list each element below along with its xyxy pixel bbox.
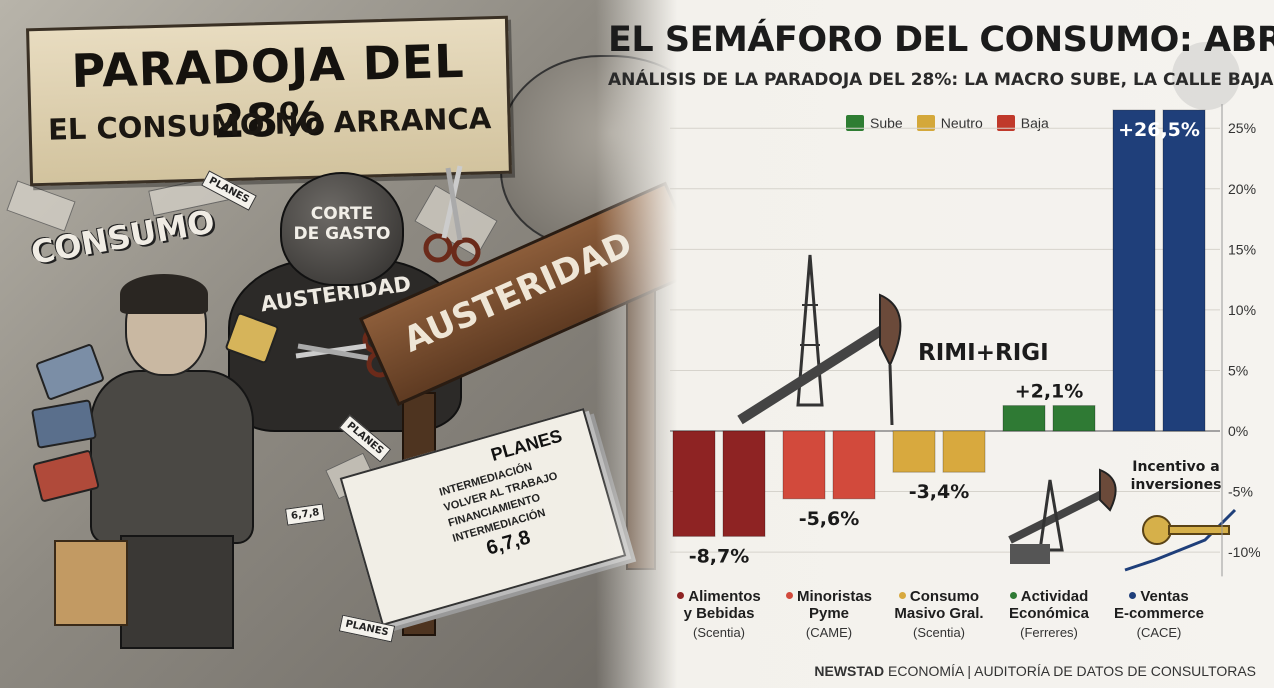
legend-swatch [846,115,864,131]
legend-swatch [916,115,935,131]
incentive-line1: Incentivo a [1132,459,1220,475]
category-label-line: Consumo [909,588,980,605]
legend-item-neutro: Neutro [916,113,983,133]
page-title: EL SEMÁFORO DEL CONSUMO: ABRIL 2026 [608,20,1274,60]
category-label-line: Alimentos [688,588,761,605]
y-tick-label: -5% [1228,484,1253,500]
footer-section: ECONOMÍA [888,663,964,679]
annotation-incentive: Incentivo a inversiones [1118,458,1234,494]
category-label-line: Masivo Gral. [894,605,984,622]
chart-legend: Sube Neutro Baja [846,113,1049,133]
y-tick-label: 15% [1228,241,1256,257]
bar [782,430,826,500]
scissors-icon [423,165,481,267]
category-dot [677,592,685,599]
planes-documents: PLANES INTERMEDIACIÓN VOLVER AL TRABAJO … [339,407,627,627]
data-label: -3,4% [909,481,970,503]
consumer-coat [90,370,254,544]
chart-panel [596,0,1274,688]
category-source: (CAME) [805,625,853,640]
y-tick-label: 20% [1228,181,1256,197]
data-label: +26,5% [1118,119,1200,141]
bar-chart: -8,7% -5,6% -3,4% +2,1% +26,5% -10% -5% 0% 5% 10… [670,104,1260,577]
category-label: Minoristas Pyme (CAME) [770,588,888,641]
category-label-line: Pyme [808,605,850,622]
watermark-badge [1172,42,1240,110]
bars-layer [672,109,1206,537]
category-dot [898,592,906,599]
y-tick-label: 5% [1228,362,1248,378]
footer: NEWSTAD ECONOMÍA | AUDITORÍA DE DATOS DE… [608,663,1256,679]
category-source: (CACE) [1136,625,1182,640]
bar [722,430,766,537]
editorial-illustration: PARADOJA DEL 28% EL CONSUMO NO ARRANCA C… [0,0,680,688]
bar [1112,109,1156,432]
legend-swatch [996,115,1015,131]
category-source: (Scentia) [912,625,966,640]
flyer: 6,7,8 [285,503,326,526]
rubble-chunk [6,180,76,232]
page-subtitle: ANÁLISIS DE LA PARADOJA DEL 28%: LA MACR… [608,70,1274,90]
austerity-figure-head: CORTE DE GASTO [280,172,404,286]
y-axis: -10% -5% 0% 5% 10% 15% 20% 25% [1221,104,1260,577]
category-dot [1009,592,1017,599]
category-label: Actividad Económica (Ferreres) [990,588,1108,641]
category-label-line: Económica [1008,605,1090,622]
bar [672,430,716,537]
austerity-figure-head-text: CORTE DE GASTO [282,204,402,244]
bar [892,430,936,473]
category-label: Ventas E-commerce (CACE) [1100,588,1218,641]
bar [942,430,986,473]
legend-item-sube: Sube [846,113,903,133]
footer-brand: NEWSTAD [814,663,885,679]
category-label: Consumo Masivo Gral. (Scentia) [880,588,998,641]
category-label: Alimentos y Bebidas (Scentia) [660,588,778,641]
head-text-line2: DE GASTO [293,224,391,244]
footer-note: AUDITORÍA DE DATOS DE CONSULTORAS [974,663,1256,679]
category-label-line: Ventas [1140,588,1189,605]
consumer-hair [120,274,208,314]
legend-item-baja: Baja [996,113,1049,133]
bar [1002,405,1046,432]
worried-consumer [70,274,290,660]
bar [1162,109,1206,432]
y-tick-label: 0% [1228,423,1248,439]
oil-pumpjack-icon [737,254,902,426]
category-label-line: E-commerce [1113,605,1205,622]
category-dot [785,592,793,599]
legend-label: Sube [870,115,903,131]
footer-separator: | [967,663,971,679]
category-source: (Ferreres) [1020,625,1078,640]
y-tick-label: 10% [1228,302,1256,318]
y-tick-label: -10% [1228,544,1260,560]
bar [832,430,876,500]
bar [1052,405,1096,432]
y-tick-label: 25% [1228,120,1256,136]
category-label-line: Minoristas [796,588,872,605]
oil-pumpjack-icon [1008,468,1117,564]
annotation-rimi-rigi: RIMI+RIGI [918,340,1049,366]
legend-label: Neutro [940,115,983,131]
labels-layer: -8,7% -5,6% -3,4% +2,1% +26,5% [689,119,1200,567]
key-growth-icon [1124,508,1237,572]
consumer-legs [120,535,234,649]
category-source: (Scentia) [692,625,746,640]
data-label: -8,7% [689,545,750,567]
shopping-bag-icon [54,540,128,626]
category-label-line: Actividad [1020,588,1089,605]
category-dot [1129,592,1137,599]
category-label-line: y Bebidas [683,605,755,622]
data-label: +2,1% [1015,381,1084,403]
legend-label: Baja [1020,115,1049,131]
incentive-line2: inversiones [1130,477,1222,493]
planes-title: PLANES [488,425,565,465]
head-text-line1: CORTE [310,204,374,224]
data-label: -5,6% [799,508,860,530]
